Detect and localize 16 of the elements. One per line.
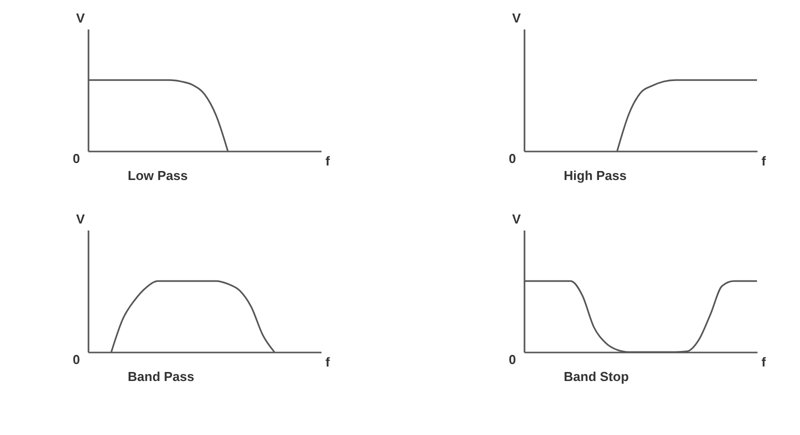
text: Band Pass [128,369,194,384]
x-axis-title: f [762,354,766,370]
y-axis-title: V [76,212,86,226]
y-axis-title: V [76,10,86,26]
text: 0 [72,352,80,367]
x-axis-title: f [326,154,330,168]
y-axis-title: V [512,212,522,226]
text: Low Pass [128,168,188,183]
text: 0 [72,151,80,166]
text: 0 [508,352,516,367]
text: 0 [508,151,516,166]
x-axis-title: f [762,154,766,168]
text: Band Stop [564,369,629,384]
text: High Pass [564,168,627,183]
x-axis-title: f [326,354,330,370]
y-axis-title: V [512,10,522,26]
